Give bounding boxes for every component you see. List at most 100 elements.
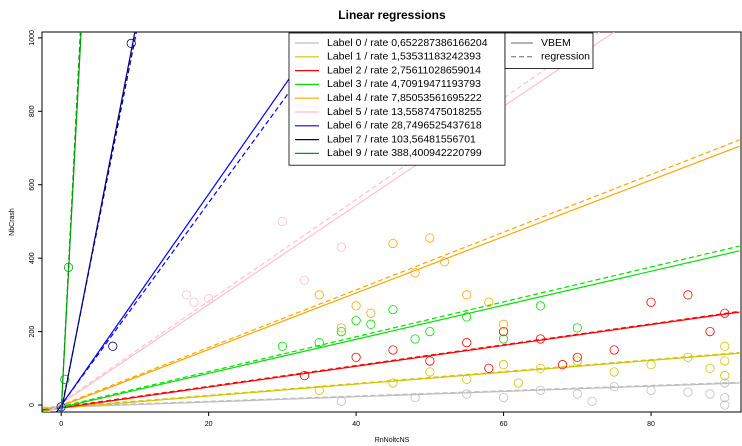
point <box>498 360 509 370</box>
regression-line <box>46 32 600 412</box>
x-tick-label: 80 <box>647 421 655 428</box>
point <box>513 378 523 388</box>
point <box>277 216 287 227</box>
point <box>314 290 324 300</box>
vbem-line <box>55 35 320 412</box>
x-axis-label: RnNoltcNS <box>375 437 410 444</box>
point <box>498 326 509 337</box>
point <box>366 308 376 318</box>
point <box>572 356 582 366</box>
point <box>705 326 715 337</box>
regression-line <box>42 310 740 411</box>
point <box>336 326 346 337</box>
x-tick-label: 60 <box>500 421 508 428</box>
point <box>126 38 136 48</box>
point <box>498 334 509 344</box>
point <box>462 389 472 399</box>
point <box>299 371 310 381</box>
regression-line <box>42 139 740 412</box>
vbem-line <box>42 250 740 412</box>
point <box>587 396 597 406</box>
point <box>189 297 199 307</box>
plot-area <box>42 32 740 412</box>
legend-label: Label 2 / rate 2,75611028659014 <box>327 64 481 76</box>
point <box>720 371 730 381</box>
point <box>609 345 619 355</box>
y-tick-label: 800 <box>29 105 36 117</box>
point <box>366 319 376 329</box>
point <box>683 290 693 300</box>
point <box>498 393 509 403</box>
regression-line <box>60 32 137 411</box>
vbem-line <box>60 32 82 412</box>
point <box>705 363 715 373</box>
point <box>277 341 287 351</box>
point <box>336 323 346 333</box>
point <box>720 356 730 366</box>
legend-box <box>288 32 506 166</box>
point <box>439 257 450 267</box>
point <box>484 297 494 307</box>
point <box>108 341 118 351</box>
point <box>60 374 70 384</box>
point <box>388 238 398 249</box>
point <box>299 275 310 285</box>
point <box>646 297 656 307</box>
point <box>646 360 656 370</box>
point <box>462 374 472 384</box>
vbem-line <box>47 32 615 412</box>
legend-label: Label 5 / rate 13,5587475018255 <box>327 106 482 118</box>
point <box>535 363 546 373</box>
point <box>181 290 192 300</box>
x-tick-label: 40 <box>352 421 360 428</box>
x-tick-label: 20 <box>205 421 213 428</box>
y-tick-label: 400 <box>29 252 36 264</box>
regression-line <box>55 35 331 412</box>
point <box>410 334 420 344</box>
y-tick-label: 0 <box>29 403 36 407</box>
y-axis-label: NbCrash <box>9 208 16 236</box>
point <box>462 312 472 322</box>
legend-label: regression <box>541 51 590 63</box>
x-tick-label: 0 <box>59 421 63 428</box>
point <box>609 367 619 377</box>
legend-label: Label 0 / rate 0,652287386166204 <box>327 37 488 49</box>
point <box>410 268 420 278</box>
point <box>498 319 509 329</box>
chart-title: Linear regressions <box>338 8 446 22</box>
point <box>425 233 435 243</box>
point <box>720 393 730 403</box>
point <box>388 304 398 315</box>
point <box>388 378 398 388</box>
point <box>314 385 324 395</box>
regression-line <box>60 32 81 412</box>
point <box>557 360 568 370</box>
vbem-line <box>60 32 136 412</box>
legend-label: Label 1 / rate 1,53531183242393 <box>327 51 481 63</box>
point <box>351 315 361 326</box>
regression-line <box>42 351 740 410</box>
point <box>314 338 324 348</box>
point <box>572 389 582 399</box>
point <box>572 323 582 333</box>
point <box>484 363 494 373</box>
plot-frame <box>41 31 742 413</box>
y-tick-label: 200 <box>29 326 36 338</box>
point <box>462 290 472 300</box>
legend: Label 0 / rate 0,652287386166204 Label 1 … <box>288 32 594 166</box>
y-tick-label: 600 <box>29 179 36 191</box>
legend-box <box>504 32 594 69</box>
legend-label: Label 9 / rate 388,400942220799 <box>327 147 482 159</box>
legend-label: Label 3 / rate 4,70919471193793 <box>327 78 481 90</box>
point <box>351 352 361 362</box>
point <box>336 242 346 252</box>
point <box>705 389 715 399</box>
point <box>388 345 398 355</box>
point <box>351 301 361 311</box>
regression-line <box>42 245 740 412</box>
legend-label: Label 4 / rate 7,85053561695222 <box>327 92 482 104</box>
point <box>535 301 546 311</box>
point <box>425 367 435 377</box>
point <box>646 385 656 395</box>
regression-line <box>42 381 740 408</box>
